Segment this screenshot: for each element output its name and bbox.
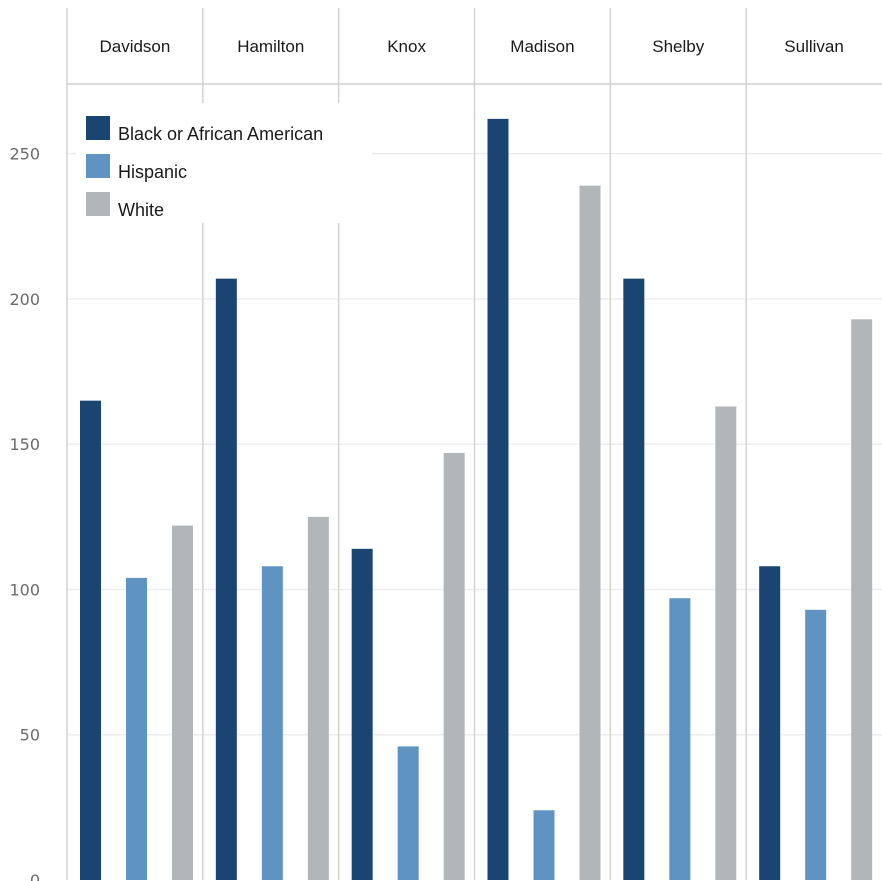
legend-label-black-or-african-american: Black or African American bbox=[118, 124, 323, 144]
legend-label-hispanic: Hispanic bbox=[118, 162, 187, 182]
bar-knox-white bbox=[443, 452, 465, 880]
y-tick-label-0: 0 bbox=[30, 871, 40, 881]
facet-label-sullivan: Sullivan bbox=[784, 37, 844, 56]
legend-label-white: White bbox=[118, 200, 164, 220]
bar-madison-hispanic bbox=[533, 810, 555, 880]
legend-background bbox=[76, 103, 372, 223]
bar-davidson-hispanic bbox=[126, 577, 147, 880]
bar-sullivan-black-or-african-american bbox=[759, 566, 781, 880]
y-tick-label-50: 50 bbox=[20, 726, 40, 745]
bar-hamilton-white bbox=[307, 516, 329, 880]
facet-label-knox: Knox bbox=[387, 37, 426, 56]
facet-label-madison: Madison bbox=[510, 37, 574, 56]
facet-strips: Davidson Hamilton Knox Madison Shelby Sulliva… bbox=[66, 8, 882, 880]
legend-key-white bbox=[86, 192, 110, 216]
bar-madison-white bbox=[579, 185, 601, 880]
bar-hamilton-hispanic bbox=[261, 566, 283, 880]
legend-key-black-or-african-american bbox=[86, 116, 110, 140]
bar-knox-black-or-african-american bbox=[351, 548, 373, 880]
bar-sullivan-white bbox=[851, 319, 873, 881]
bars bbox=[80, 118, 873, 881]
bar-knox-hispanic bbox=[397, 746, 419, 880]
y-tick-label-250: 250 bbox=[9, 145, 40, 164]
y-tick-label-100: 100 bbox=[9, 580, 40, 599]
legend: Black or African American Hispanic White bbox=[76, 103, 372, 223]
facet-label-shelby: Shelby bbox=[652, 37, 704, 56]
y-tick-label-150: 150 bbox=[9, 435, 40, 454]
bar-hamilton-black-or-african-american bbox=[215, 278, 237, 880]
bar-madison-black-or-african-american bbox=[487, 118, 509, 880]
bar-shelby-hispanic bbox=[669, 598, 691, 880]
y-axis: 0 50 100 150 200 250 bbox=[9, 145, 40, 881]
facet-label-hamilton: Hamilton bbox=[237, 37, 304, 56]
y-tick-label-200: 200 bbox=[9, 290, 40, 309]
bar-davidson-black-or-african-american bbox=[80, 400, 101, 880]
facet-label-davidson: Davidson bbox=[99, 37, 170, 56]
bar-davidson-white bbox=[172, 525, 193, 880]
legend-key-hispanic bbox=[86, 154, 110, 178]
bar-shelby-black-or-african-american bbox=[623, 278, 645, 880]
bar-sullivan-hispanic bbox=[805, 609, 827, 880]
bar-shelby-white bbox=[715, 406, 737, 880]
